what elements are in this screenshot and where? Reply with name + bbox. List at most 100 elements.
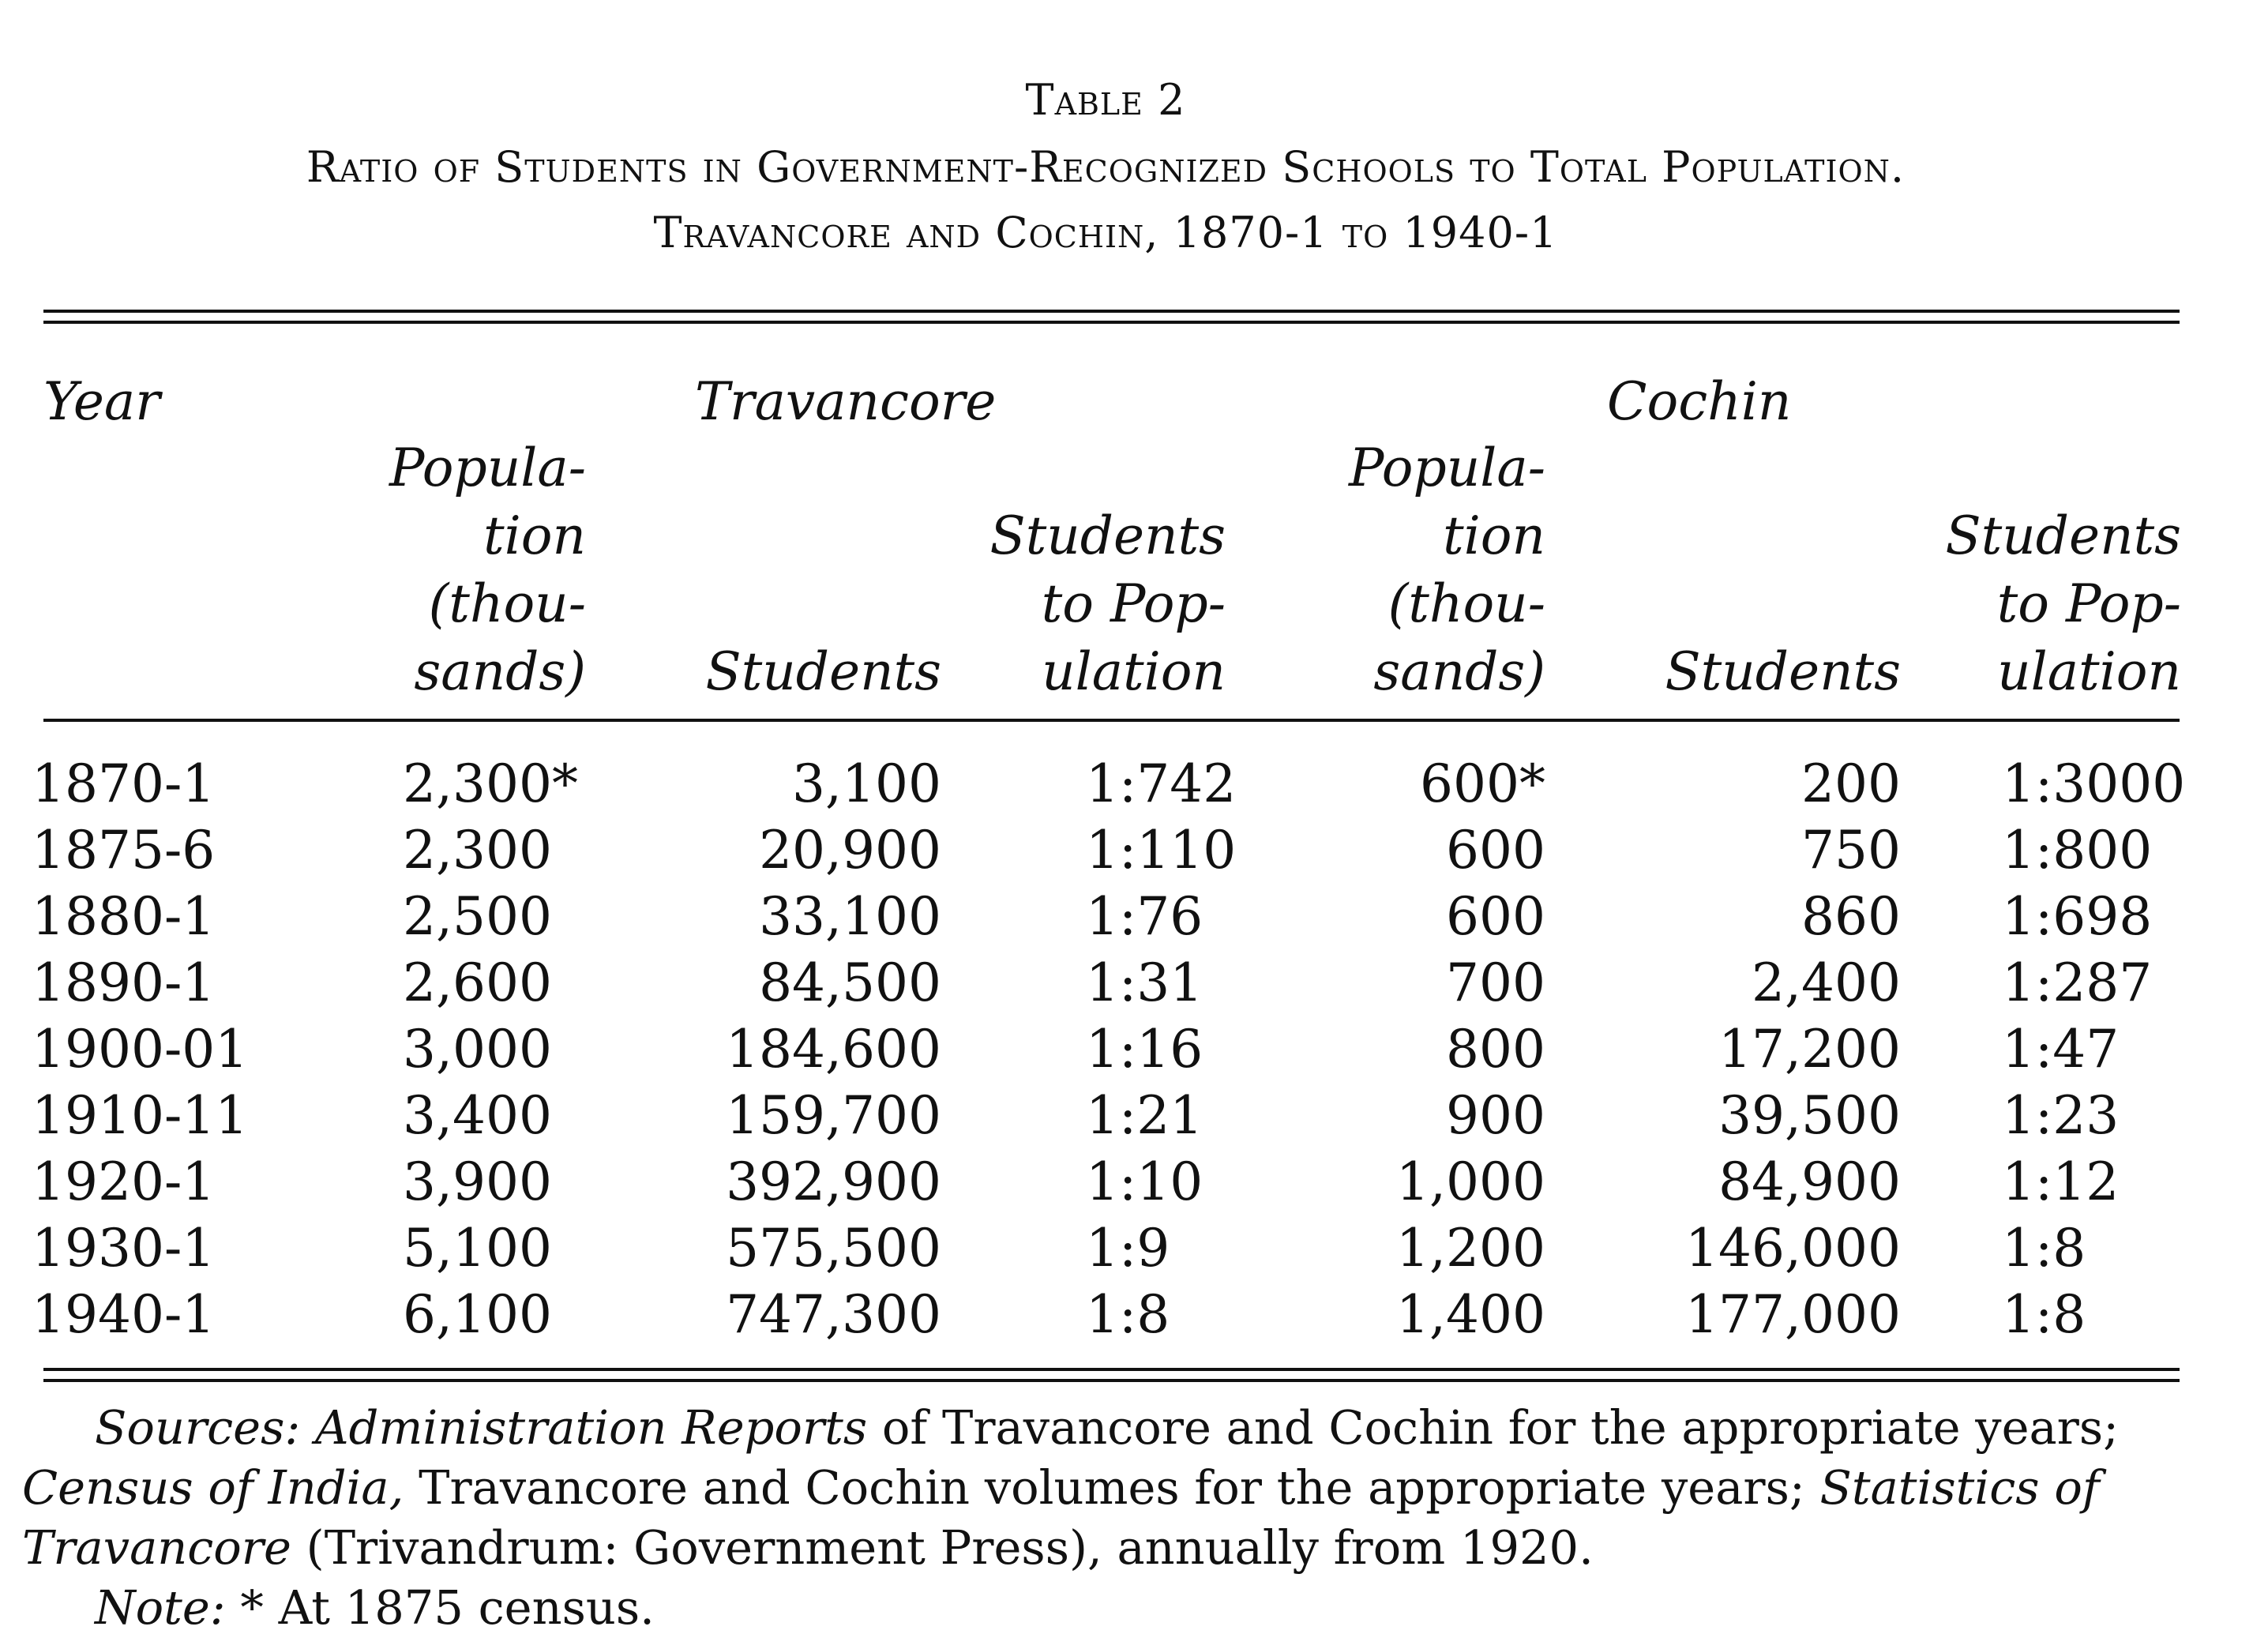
cell-trav-ratio: 1:16: [1086, 1019, 1203, 1080]
cell-trav-students: 20,900: [759, 820, 941, 881]
header-coch-ratio-line: to Pop-: [1996, 573, 2181, 634]
cell-year: 1875-6: [32, 820, 216, 881]
cell-trav-students: 747,300: [726, 1284, 941, 1345]
header-coch-population: Popula- tion (thou- sands): [1349, 434, 1545, 706]
cell-year: 1890-1: [32, 952, 216, 1013]
cell-coch-population: 900: [1446, 1085, 1545, 1146]
header-trav-population-line: (thou-: [428, 573, 586, 634]
cell-coch-students: 200: [1801, 753, 1901, 814]
header-rule: [43, 719, 2180, 722]
cell-coch-ratio: 1:23: [2002, 1085, 2120, 1146]
cell-trav-ratio: 1:31: [1086, 952, 1203, 1013]
cell-trav-population: 2,300: [403, 820, 552, 881]
sources-line-2: Census of India, Travancore and Cochin v…: [22, 1458, 2186, 1518]
cell-coch-population: 600: [1446, 886, 1545, 947]
top-rule-second: [43, 321, 2180, 324]
cell-trav-population: 5,100: [403, 1218, 552, 1279]
cell-coch-population: 1,000: [1396, 1151, 1545, 1212]
header-coch-ratio-line: Students: [1945, 505, 2181, 566]
bottom-rule: [43, 1368, 2180, 1371]
cell-year: 1870-1: [32, 753, 216, 814]
cell-trav-ratio: 1:21: [1086, 1085, 1203, 1146]
header-group-cochin: Cochin: [1607, 371, 1792, 432]
cell-trav-students: 3,100: [792, 753, 941, 814]
bottom-rule-second: [43, 1379, 2180, 1382]
header-coch-population-line: (thou-: [1387, 573, 1545, 634]
sources-text: Travancore and Cochin volumes for the ap…: [404, 1460, 1820, 1515]
cell-coch-students: 146,000: [1685, 1218, 1901, 1279]
cell-coch-ratio: 1:12: [2002, 1151, 2120, 1212]
header-trav-ratio-line: Students: [989, 505, 1226, 566]
cell-trav-population: 3,900: [403, 1151, 552, 1212]
sources-ref-census: Census of India,: [22, 1460, 404, 1515]
header-coch-students: Students: [1665, 638, 1901, 706]
cell-year: 1880-1: [32, 886, 216, 947]
table-title-line2: Travancore and Cochin, 1870-1 to 1940-1: [653, 208, 1558, 257]
header-trav-population-line: sands): [414, 641, 586, 702]
cell-trav-population: 2,300*: [403, 753, 578, 814]
cell-year: 1920-1: [32, 1151, 216, 1212]
header-trav-students: Students: [706, 638, 941, 706]
cell-trav-ratio: 1:110: [1086, 820, 1237, 881]
header-group-travancore: Travancore: [695, 371, 997, 432]
cell-coch-students: 17,200: [1718, 1019, 1901, 1080]
cell-coch-population: 700: [1446, 952, 1545, 1013]
cell-coch-population: 600*: [1420, 753, 1545, 814]
cell-trav-students: 575,500: [726, 1218, 941, 1279]
cell-coch-ratio: 1:287: [2002, 952, 2153, 1013]
sources-ref-admin-reports: Administration Reports: [315, 1400, 868, 1455]
note-label: Note:: [95, 1580, 226, 1635]
cell-year: 1940-1: [32, 1284, 216, 1345]
header-coch-population-line: Popula-: [1349, 438, 1545, 498]
header-coch-population-line: tion: [1443, 505, 1545, 566]
cell-coch-population: 800: [1446, 1019, 1545, 1080]
cell-coch-population: 600: [1446, 820, 1545, 881]
header-coch-ratio-line: ulation: [1997, 641, 2181, 702]
cell-coch-students: 84,900: [1718, 1151, 1901, 1212]
note-text: * At 1875 census.: [225, 1580, 655, 1635]
cell-coch-ratio: 1:3000: [2002, 753, 2186, 814]
header-trav-population-line: tion: [483, 505, 586, 566]
cell-coch-students: 860: [1801, 886, 1901, 947]
header-trav-population-line: Popula-: [389, 438, 586, 498]
header-coch-students-line: Students: [1665, 641, 1901, 702]
cell-coch-population: 1,200: [1396, 1218, 1545, 1279]
header-trav-ratio: Students to Pop- ulation: [990, 502, 1226, 706]
cell-trav-ratio: 1:76: [1086, 886, 1203, 947]
note-line: Note: * At 1875 census.: [95, 1578, 2259, 1638]
cell-trav-students: 392,900: [726, 1151, 941, 1212]
header-coch-ratio: Students to Pop- ulation: [1946, 502, 2181, 706]
table-label: Table 2: [1025, 75, 1186, 125]
header-year: Year: [43, 371, 160, 432]
cell-trav-population: 3,400: [403, 1085, 552, 1146]
cell-trav-population: 2,600: [403, 952, 552, 1013]
cell-trav-population: 3,000: [403, 1019, 552, 1080]
sources-ref-travancore: Travancore: [22, 1520, 291, 1575]
cell-trav-students: 184,600: [726, 1019, 941, 1080]
cell-coch-students: 750: [1801, 820, 1901, 881]
sources-text: of Travancore and Cochin for the appropr…: [867, 1400, 2120, 1455]
cell-trav-ratio: 1:10: [1086, 1151, 1203, 1212]
cell-coch-students: 39,500: [1718, 1085, 1901, 1146]
header-trav-ratio-line: ulation: [1042, 641, 1226, 702]
cell-trav-students: 84,500: [759, 952, 941, 1013]
cell-year: 1910-11: [32, 1085, 249, 1146]
cell-coch-ratio: 1:8: [2002, 1284, 2086, 1345]
cell-trav-students: 159,700: [726, 1085, 941, 1146]
cell-coch-ratio: 1:8: [2002, 1218, 2086, 1279]
header-trav-population: Popula- tion (thou- sands): [389, 434, 586, 706]
cell-year: 1900-01: [32, 1019, 249, 1080]
sources-line-3: Travancore (Trivandrum: Government Press…: [22, 1518, 2186, 1578]
table-title-line1: Ratio of Students in Government-Recogniz…: [306, 142, 1906, 192]
cell-trav-population: 2,500: [403, 886, 552, 947]
top-rule: [43, 310, 2180, 313]
sources-label: Sources:: [95, 1400, 301, 1455]
cell-coch-ratio: 1:698: [2002, 886, 2153, 947]
cell-trav-population: 6,100: [403, 1284, 552, 1345]
header-coch-population-line: sands): [1373, 641, 1545, 702]
sources-ref-statistics: Statistics of: [1819, 1460, 2100, 1515]
cell-year: 1930-1: [32, 1218, 216, 1279]
sources-text: (Trivandrum: Government Press), annually…: [291, 1520, 1594, 1575]
header-trav-students-line: Students: [705, 641, 941, 702]
cell-trav-ratio: 1:742: [1086, 753, 1237, 814]
